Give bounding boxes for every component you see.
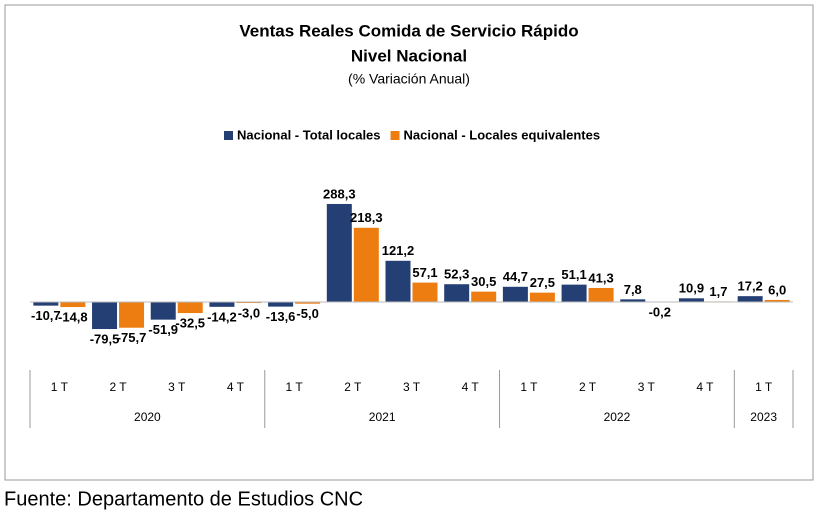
bar bbox=[620, 299, 646, 302]
value-label: 288,3 bbox=[323, 186, 356, 201]
x-tick-label: 1 T bbox=[51, 380, 69, 394]
bar bbox=[412, 282, 438, 302]
value-label: -10,7 bbox=[31, 308, 61, 323]
value-label: 17,2 bbox=[737, 279, 762, 294]
x-tick-label: 2 T bbox=[344, 380, 362, 394]
value-label: -79,5 bbox=[90, 331, 120, 346]
bar bbox=[561, 284, 587, 302]
x-tick-label: 2 T bbox=[109, 380, 127, 394]
chart-subtitle: Nivel Nacional bbox=[351, 46, 467, 65]
value-label: 6,0 bbox=[768, 282, 786, 297]
bar bbox=[268, 302, 294, 307]
bar bbox=[236, 302, 262, 304]
chart-title: Ventas Reales Comida de Servicio Rápido bbox=[239, 21, 578, 40]
legend-swatch bbox=[390, 131, 400, 140]
bar bbox=[529, 292, 555, 302]
value-label: 57,1 bbox=[412, 265, 437, 280]
bar bbox=[353, 227, 379, 302]
group-label: 2023 bbox=[750, 410, 777, 424]
x-tick-label: 1 T bbox=[755, 380, 773, 394]
bar bbox=[209, 302, 235, 307]
value-label: -32,5 bbox=[175, 315, 205, 330]
bar bbox=[737, 296, 763, 302]
bar bbox=[678, 298, 704, 302]
group-label: 2022 bbox=[604, 410, 631, 424]
value-label: 44,7 bbox=[503, 269, 528, 284]
bar bbox=[150, 302, 176, 320]
group-label: 2020 bbox=[134, 410, 161, 424]
x-tick-label: 4 T bbox=[227, 380, 245, 394]
value-label: 10,9 bbox=[679, 281, 704, 296]
x-tick-label: 3 T bbox=[168, 380, 186, 394]
value-label: -75,7 bbox=[117, 330, 147, 345]
x-tick-label: 4 T bbox=[696, 380, 714, 394]
bar bbox=[502, 286, 528, 302]
bar bbox=[295, 302, 321, 304]
value-label: -14,2 bbox=[207, 309, 237, 324]
bar bbox=[60, 302, 86, 308]
bar bbox=[764, 299, 790, 302]
bar bbox=[326, 203, 352, 302]
group-label: 2021 bbox=[369, 410, 396, 424]
value-label: -3,0 bbox=[238, 305, 260, 320]
legend-label: Nacional - Locales equivalentes bbox=[404, 127, 601, 142]
value-label: 27,5 bbox=[530, 275, 555, 290]
value-label: 1,7 bbox=[709, 284, 727, 299]
source: Fuente: Departamento de Estudios CNC bbox=[4, 488, 363, 510]
value-label: -5,0 bbox=[296, 306, 318, 321]
x-tick-label: 3 T bbox=[403, 380, 421, 394]
x-tick-label: 1 T bbox=[286, 380, 304, 394]
value-label: 51,1 bbox=[561, 267, 586, 282]
x-tick-label: 3 T bbox=[638, 380, 656, 394]
value-label: 41,3 bbox=[588, 270, 613, 285]
legend-swatch bbox=[224, 131, 233, 140]
value-label: 7,8 bbox=[624, 282, 642, 297]
bar bbox=[92, 302, 118, 330]
bar bbox=[33, 302, 59, 306]
x-tick-label: 1 T bbox=[520, 380, 538, 394]
bar bbox=[444, 284, 470, 302]
legend-label: Nacional - Total locales bbox=[237, 127, 381, 142]
value-label: -0,2 bbox=[649, 305, 671, 320]
bar bbox=[177, 302, 203, 314]
bar bbox=[588, 287, 614, 302]
x-tick-label: 2 T bbox=[579, 380, 597, 394]
chart-frame bbox=[4, 4, 814, 481]
value-label: -51,9 bbox=[148, 322, 178, 337]
value-label: 52,3 bbox=[444, 267, 469, 282]
bar bbox=[119, 302, 145, 328]
bar bbox=[385, 260, 411, 302]
value-label: -14,8 bbox=[58, 309, 88, 324]
chart-note: (% Variación Anual) bbox=[348, 71, 470, 87]
value-label: 121,2 bbox=[382, 243, 415, 258]
value-label: -13,6 bbox=[266, 309, 296, 324]
x-tick-label: 4 T bbox=[462, 380, 480, 394]
bar bbox=[471, 291, 497, 302]
value-label: 218,3 bbox=[350, 210, 383, 225]
value-label: 30,5 bbox=[471, 274, 496, 289]
